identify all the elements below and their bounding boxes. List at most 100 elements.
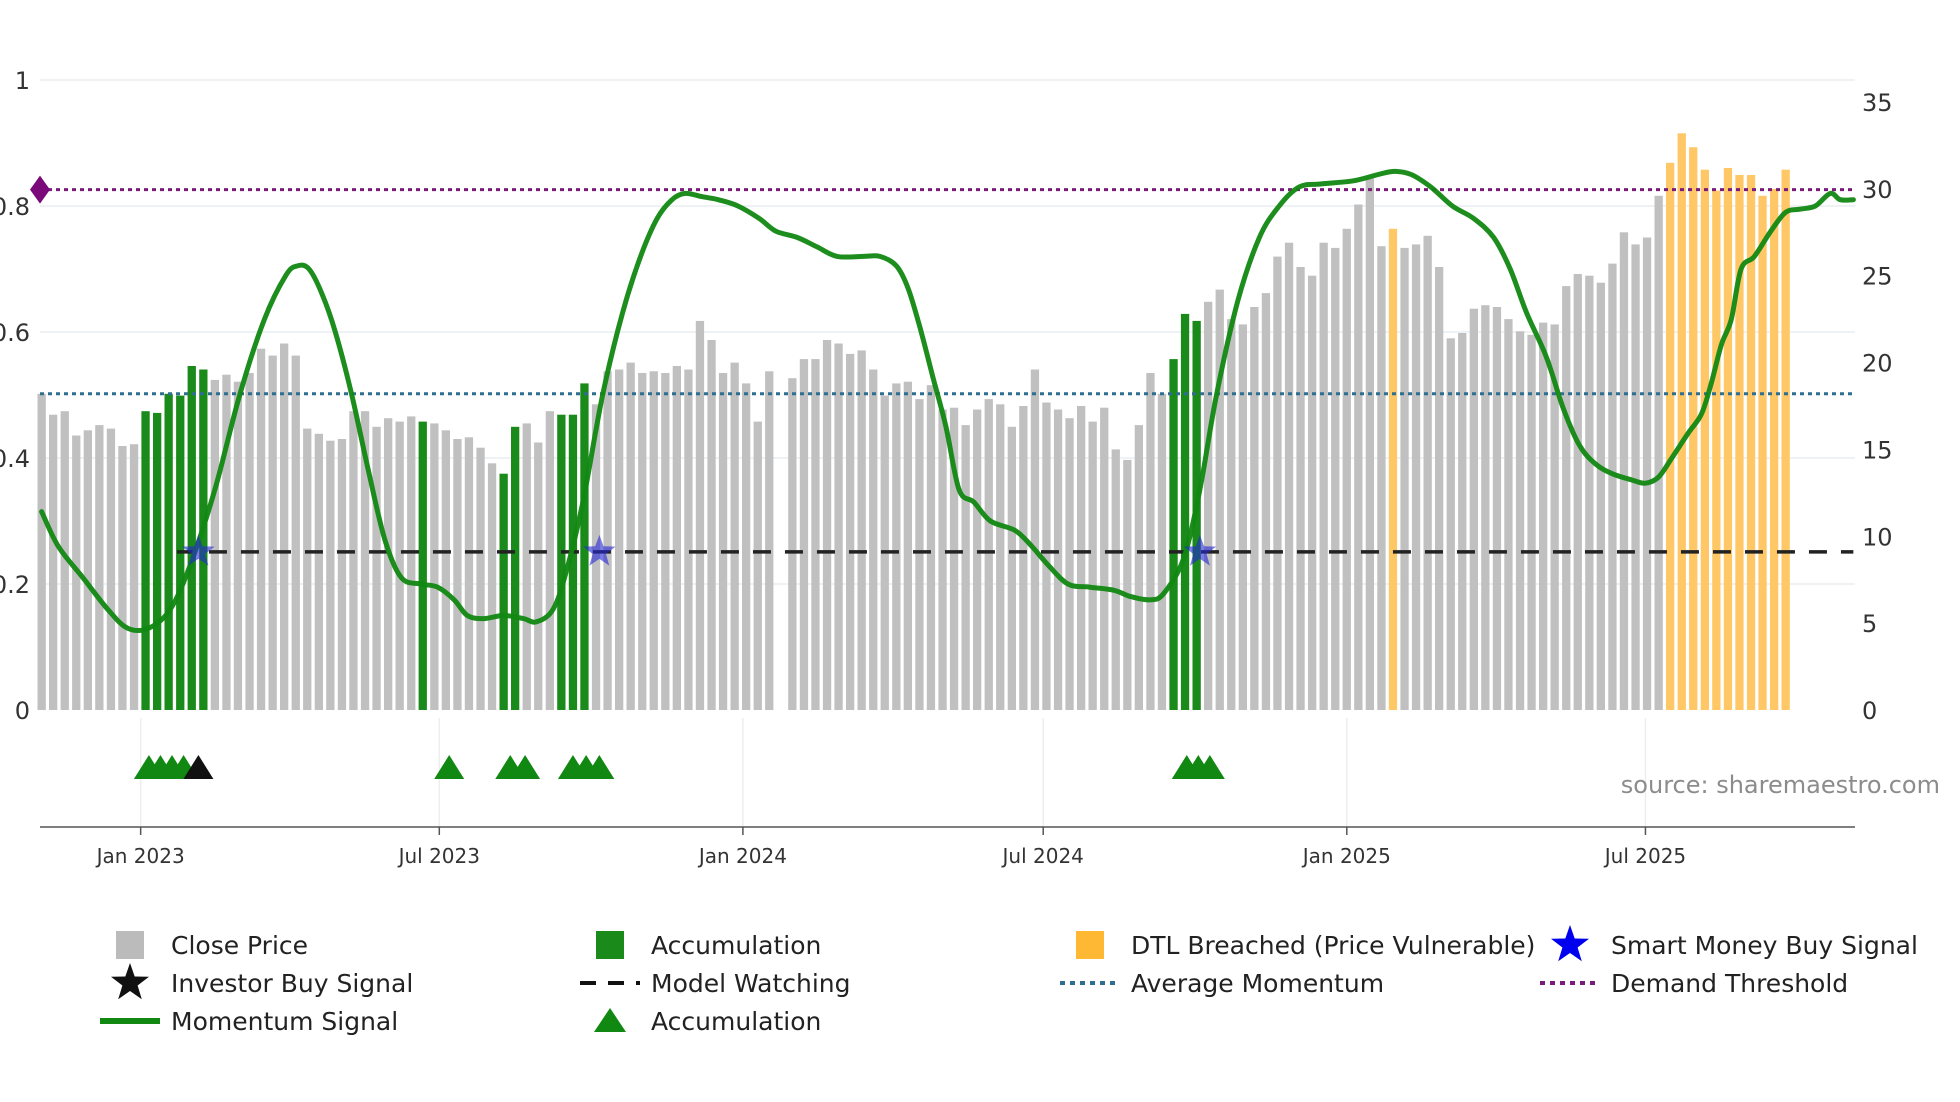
price-bar [834, 343, 843, 710]
price-bar [1758, 195, 1767, 711]
price-bar [222, 374, 231, 710]
price-bar [49, 414, 58, 710]
price-bar [603, 371, 612, 710]
price-bar [303, 428, 312, 710]
price-bar [1504, 319, 1513, 710]
price-bar [453, 439, 462, 710]
legend-item: Demand Threshold [1540, 969, 1848, 998]
price-bar [187, 366, 196, 710]
price-bar [1527, 334, 1536, 710]
legend-label: Model Watching [651, 969, 851, 998]
price-bar [926, 385, 936, 710]
price-bar [846, 353, 855, 710]
source-label: source: sharemaestro.com [1621, 771, 1940, 799]
price-bar [695, 320, 705, 710]
price-bar [1053, 409, 1063, 710]
price-bar [1019, 406, 1028, 710]
price-bar [1111, 449, 1120, 710]
price-bar [106, 428, 116, 710]
price-bar [869, 369, 878, 710]
price-bar [753, 421, 762, 710]
price-bar [476, 447, 485, 710]
price-bar [973, 409, 982, 710]
price-bar [1157, 393, 1167, 710]
price-bar [1354, 204, 1363, 710]
price-bar [557, 414, 566, 710]
price-bar [1042, 402, 1051, 710]
price-bar [1608, 263, 1617, 710]
legend-label: Investor Buy Signal [171, 969, 413, 998]
price-bar [545, 411, 554, 710]
price-bar [1700, 169, 1709, 710]
smart-money-star [1183, 534, 1217, 566]
date-tick-label: Jul 2023 [397, 844, 480, 868]
legend-item: Accumulation [596, 931, 821, 960]
price-bar [1735, 175, 1744, 710]
price-bar [1746, 175, 1756, 710]
price-bar [118, 446, 127, 710]
price-bar [83, 430, 92, 710]
right-tick-label: 20 [1862, 350, 1893, 378]
price-bar [1596, 282, 1605, 710]
price-bar [1562, 286, 1571, 710]
price-bar [1146, 373, 1155, 710]
momentum-line [39, 168, 1856, 633]
threshold-diamond [30, 175, 50, 204]
legend-label: Momentum Signal [171, 1007, 398, 1036]
price-bar [326, 440, 335, 710]
price-bar [1631, 244, 1640, 710]
price-bar [1435, 267, 1444, 710]
legend-item: Momentum Signal [100, 1007, 398, 1036]
left-tick-label: 1 [15, 67, 30, 95]
right-tick-label: 0 [1862, 697, 1877, 725]
price-bar [499, 473, 508, 710]
price-bar [938, 409, 947, 710]
price-bar [996, 404, 1005, 710]
price-bar [1515, 331, 1525, 710]
price-bar [1319, 242, 1328, 710]
legend-item: Model Watching [580, 969, 851, 998]
accumulation-triangle [510, 755, 541, 779]
price-bar [615, 369, 624, 710]
legend-item: DTL Breached (Price Vulnerable) [1076, 931, 1535, 960]
legend-star-icon [111, 963, 149, 1000]
price-bar [915, 399, 924, 710]
price-bar [1585, 275, 1594, 710]
price-bar [707, 340, 716, 710]
price-bar [1134, 425, 1143, 710]
price-bar [857, 350, 866, 710]
price-bar [1342, 228, 1351, 711]
legend-label: Accumulation [651, 931, 821, 960]
accumulation-triangle [1194, 755, 1225, 779]
price-bar [638, 373, 647, 710]
left-tick-label: 0.2 [0, 571, 30, 599]
price-bar [1770, 188, 1779, 710]
accumulation-triangle [434, 755, 465, 779]
price-bar [1423, 235, 1432, 711]
investor-triangle [183, 755, 214, 779]
price-bar [568, 414, 578, 710]
bars [37, 133, 1790, 711]
price-bar [1308, 275, 1317, 710]
legend: Close Price Accumulation DTL Breached (Pri… [100, 925, 1918, 1036]
price-bar [649, 371, 658, 710]
price-bar [210, 379, 219, 710]
price-bar [1654, 195, 1663, 711]
momentum-signal [39, 168, 1856, 633]
price-bar [1446, 338, 1455, 710]
price-bar [314, 433, 323, 710]
left-tick-label: 0.6 [0, 319, 30, 347]
legend-triangle-icon [594, 1008, 626, 1032]
price-bar [1331, 247, 1340, 710]
price-bar [1619, 232, 1629, 711]
price-bar [984, 399, 993, 710]
price-bar [1250, 307, 1259, 710]
legend-label: Average Momentum [1131, 969, 1384, 998]
price-bar [141, 411, 150, 710]
price-bar [1296, 267, 1305, 710]
price-bar [129, 444, 139, 710]
price-bar [60, 411, 69, 710]
price-bar [522, 423, 531, 710]
price-bar [1284, 242, 1294, 710]
price-bar [384, 418, 393, 710]
